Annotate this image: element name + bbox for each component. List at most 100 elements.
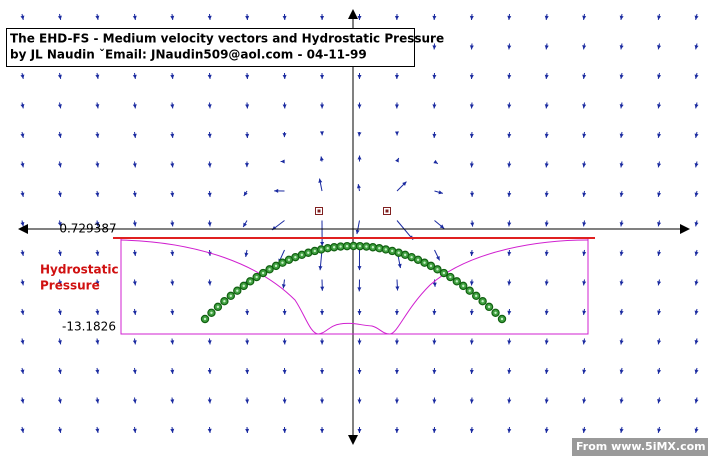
droplet-core: [397, 251, 400, 254]
droplet-core: [403, 253, 407, 257]
vector-head: [20, 74, 25, 79]
droplet-arc: [200, 241, 507, 324]
vector-head: [95, 15, 100, 20]
vector-head: [95, 369, 100, 374]
vector-head: [132, 310, 137, 315]
footer: From www.5iMX.com: [576, 440, 706, 453]
electrode-core: [317, 209, 321, 213]
arrowhead: [680, 224, 690, 234]
vector-head: [582, 428, 587, 433]
vector-head: [657, 192, 662, 197]
vector-head: [582, 133, 587, 138]
legend-label: Hydrostatic: [40, 263, 119, 277]
vector-head: [694, 369, 699, 374]
vector-head: [507, 369, 512, 374]
subtitle: by JL Naudin ˇEmail: JNaudin509@aol.com …: [10, 48, 367, 62]
vector-head: [207, 15, 212, 20]
vector-head: [694, 340, 699, 345]
vector-head: [207, 281, 212, 286]
vector-head: [582, 399, 587, 404]
vector-head: [657, 340, 662, 345]
vector-head: [132, 15, 137, 20]
vector-head: [207, 163, 212, 168]
vector-head: [320, 428, 325, 433]
droplet-core: [210, 311, 213, 314]
vector-head: [245, 310, 250, 315]
vector-head: [432, 74, 437, 79]
vector-head: [95, 104, 100, 109]
vector-head: [394, 310, 399, 315]
vector-head: [281, 284, 286, 289]
vector-head: [132, 340, 137, 345]
vector-head: [544, 340, 549, 345]
vector-head: [694, 133, 699, 138]
vector-head: [245, 428, 250, 433]
vector-head: [170, 163, 175, 168]
vector-head: [469, 281, 474, 286]
vector-head: [582, 163, 587, 168]
vector-head: [469, 45, 474, 50]
vector-head: [694, 74, 699, 79]
vector-head: [355, 229, 360, 235]
vector-head: [245, 74, 250, 79]
vector-head: [320, 74, 325, 79]
vector-head: [694, 399, 699, 404]
vector-head: [469, 163, 474, 168]
vector-head: [469, 310, 474, 315]
vector-head: [469, 133, 474, 138]
vector-head: [619, 428, 624, 433]
droplet-core: [223, 299, 226, 303]
vector-head: [320, 104, 325, 109]
vector-head: [544, 163, 549, 168]
vector-head: [395, 286, 400, 291]
scale-top: -0.729387: [55, 222, 117, 236]
vector-head: [357, 310, 362, 315]
vector-head: [95, 192, 100, 197]
vector-head: [544, 74, 549, 79]
vector-head: [170, 428, 175, 433]
droplet-core: [487, 305, 491, 309]
vector-head: [207, 133, 212, 138]
vector-head: [245, 399, 250, 404]
vector-head: [170, 369, 175, 374]
vector-head: [469, 428, 474, 433]
vector-head: [544, 104, 549, 109]
vector-head: [132, 428, 137, 433]
vector-head: [657, 15, 662, 20]
vector-head: [170, 251, 175, 256]
arrowhead: [348, 435, 358, 445]
vector-head: [544, 133, 549, 138]
droplet-core: [300, 253, 304, 257]
vector-head: [282, 428, 287, 433]
vector-head: [20, 104, 25, 109]
vector-head: [95, 399, 100, 404]
vector-head: [657, 163, 662, 168]
vector-head: [694, 281, 699, 286]
vector-head: [95, 428, 100, 433]
vector-head: [582, 222, 587, 227]
vector-head: [132, 222, 137, 227]
vector-head: [432, 310, 437, 315]
vector-head: [619, 251, 624, 256]
vector-head: [657, 251, 662, 256]
vector-head: [20, 222, 25, 227]
droplet-core: [203, 317, 207, 321]
vector-head: [132, 399, 137, 404]
droplet-core: [287, 258, 291, 261]
vector-head: [544, 222, 549, 227]
droplet-core: [307, 251, 310, 254]
vector-head: [582, 251, 587, 256]
vector-head: [619, 369, 624, 374]
vector-head: [657, 310, 662, 315]
vector-head: [20, 281, 25, 286]
vector-head: [507, 104, 512, 109]
vector-head: [95, 251, 100, 256]
vector-head: [657, 104, 662, 109]
vector-head: [170, 222, 175, 227]
vector-head: [170, 104, 175, 109]
vector-head: [320, 369, 325, 374]
vector-head: [432, 282, 437, 287]
vector-head: [619, 310, 624, 315]
pressure-curve: [120, 239, 589, 335]
